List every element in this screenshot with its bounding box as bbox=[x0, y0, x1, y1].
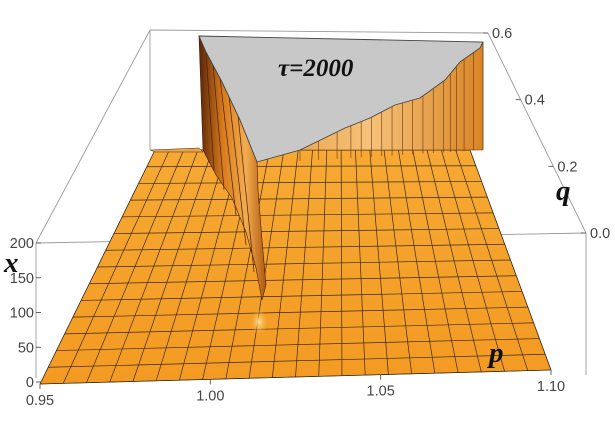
x-axis: 0 50 100 150 200 bbox=[10, 236, 41, 391]
surface-step bbox=[149, 147, 204, 153]
p-tick-label: 0.95 bbox=[26, 393, 54, 409]
surface-plateau bbox=[198, 35, 484, 163]
floor-grid-line bbox=[48, 353, 546, 368]
floor-grid-line bbox=[64, 322, 534, 335]
q-tick-label: 0.0 bbox=[590, 226, 610, 242]
floor-grid-line bbox=[56, 338, 540, 351]
q-axis: 0.0 0.2 0.4 0.6 bbox=[483, 26, 610, 242]
p-tick-label: 1.05 bbox=[367, 384, 395, 400]
q-tick-label: 0.4 bbox=[525, 93, 545, 109]
floor-grid-line bbox=[113, 228, 499, 234]
p-axis: 0.95 1.00 1.05 1.10 bbox=[26, 370, 565, 409]
x-tick-label: 200 bbox=[10, 236, 34, 252]
x-tick-label: 100 bbox=[10, 306, 34, 322]
floor-grid-line bbox=[130, 196, 488, 201]
floor-grid-line bbox=[122, 212, 494, 218]
p-tick-label: 1.10 bbox=[537, 379, 565, 395]
floor-grid-line bbox=[39, 369, 552, 385]
q-tick-label: 0.2 bbox=[557, 159, 577, 175]
tau-annotation: τ=2000 bbox=[278, 55, 354, 82]
p-tick-label: 1.00 bbox=[196, 388, 224, 404]
x-tick-label: 0 bbox=[26, 375, 34, 391]
floor-grid-line bbox=[146, 165, 476, 168]
x-tick-label: 50 bbox=[18, 340, 34, 356]
floor-grid-line bbox=[138, 181, 482, 184]
x-tick-label: 150 bbox=[10, 271, 34, 287]
floor-grid-line bbox=[97, 259, 511, 268]
floor-grid-line bbox=[72, 306, 528, 318]
q-axis-label: q bbox=[556, 175, 571, 207]
p-axis-label: p bbox=[486, 337, 504, 369]
floor-grid-line bbox=[105, 243, 505, 251]
floor-grid-line bbox=[89, 275, 517, 285]
surface-floor bbox=[39, 149, 552, 385]
q-tick-label: 0.6 bbox=[492, 26, 512, 42]
floor-grid-line bbox=[81, 291, 523, 301]
x-axis-label: x bbox=[3, 247, 19, 279]
